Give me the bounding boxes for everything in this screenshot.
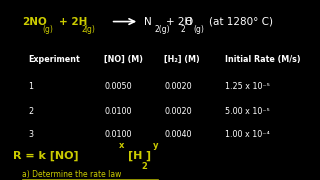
Text: (g): (g) xyxy=(194,25,204,34)
Text: x: x xyxy=(119,141,124,150)
Text: 3: 3 xyxy=(28,130,34,139)
Text: 5.00 x 10⁻⁵: 5.00 x 10⁻⁵ xyxy=(225,107,269,116)
Text: 0.0040: 0.0040 xyxy=(164,130,192,139)
Text: 2: 2 xyxy=(142,162,148,171)
Text: 1: 1 xyxy=(28,82,34,91)
Text: R = k [NO]: R = k [NO] xyxy=(13,151,78,161)
Text: 2: 2 xyxy=(28,107,34,116)
Text: N: N xyxy=(144,17,152,27)
Text: (g): (g) xyxy=(42,25,53,34)
Text: 0.0100: 0.0100 xyxy=(104,107,132,116)
Text: 2: 2 xyxy=(181,25,186,34)
Text: 2: 2 xyxy=(82,25,86,34)
Text: O: O xyxy=(184,17,192,27)
Text: (at 1280° C): (at 1280° C) xyxy=(209,17,273,27)
Text: 0.0020: 0.0020 xyxy=(164,107,192,116)
Text: Initial Rate (M/s): Initial Rate (M/s) xyxy=(225,55,300,64)
Text: 1.25 x 10⁻⁵: 1.25 x 10⁻⁵ xyxy=(225,82,269,91)
Text: [NO] (M): [NO] (M) xyxy=(104,55,143,64)
Text: 0.0050: 0.0050 xyxy=(104,82,132,91)
Text: 2NO: 2NO xyxy=(22,17,47,27)
Text: 0.0100: 0.0100 xyxy=(104,130,132,139)
Text: a) Determine the rate law: a) Determine the rate law xyxy=(22,170,122,179)
Text: 0.0020: 0.0020 xyxy=(164,82,192,91)
Text: + 2H: + 2H xyxy=(166,17,192,27)
Text: y: y xyxy=(152,141,158,150)
Text: [H₂] (M): [H₂] (M) xyxy=(164,55,200,64)
Text: + 2H: + 2H xyxy=(59,17,87,27)
Text: 1.00 x 10⁻⁴: 1.00 x 10⁻⁴ xyxy=(225,130,269,139)
Text: (g): (g) xyxy=(85,25,96,34)
Text: 2(g): 2(g) xyxy=(154,25,170,34)
Text: ]: ] xyxy=(145,151,150,161)
Text: Experiment: Experiment xyxy=(28,55,80,64)
Text: [H: [H xyxy=(128,151,142,161)
